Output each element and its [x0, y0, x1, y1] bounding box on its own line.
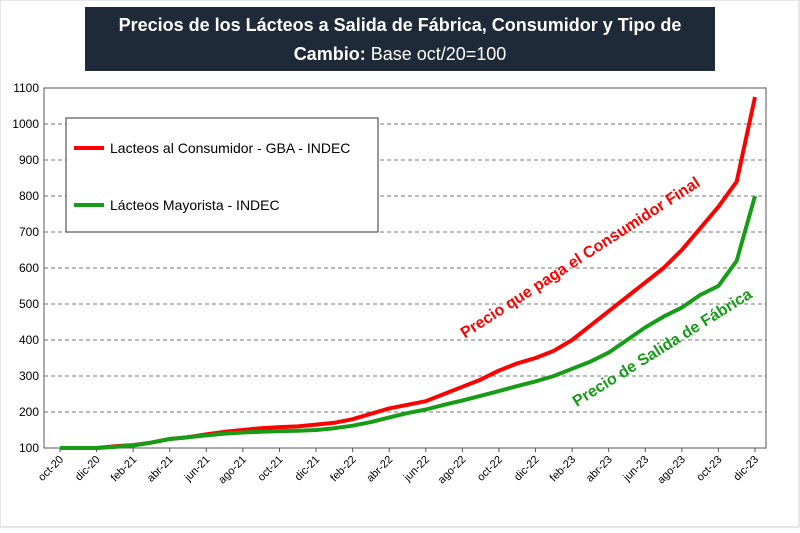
legend-label: Lácteos Mayorista - INDEC — [110, 197, 280, 213]
y-tick-label: 400 — [19, 333, 39, 347]
y-tick-label: 600 — [19, 261, 39, 275]
legend — [65, 117, 379, 233]
chart-subtitle: Cambio: Base oct/20=100 — [294, 44, 507, 64]
y-tick-label: 500 — [19, 297, 39, 311]
y-tick-label: 100 — [19, 441, 39, 455]
plot-area — [43, 87, 767, 449]
y-tick-label: 900 — [19, 153, 39, 167]
y-tick-label: 1000 — [12, 117, 39, 131]
y-tick-label: 200 — [19, 405, 39, 419]
y-tick-label: 300 — [19, 369, 39, 383]
y-tick-label: 700 — [19, 225, 39, 239]
title-bold: Cambio: — [294, 44, 366, 64]
title-box — [85, 7, 715, 71]
chart-title: Precios de los Lácteos a Salida de Fábri… — [119, 15, 682, 35]
y-tick-label: 800 — [19, 189, 39, 203]
legend-label: Lacteos al Consumidor - GBA - INDEC — [110, 140, 350, 156]
series-line — [60, 195, 757, 450]
y-tick-label: 1100 — [13, 81, 39, 95]
title-rest: Base oct/20=100 — [371, 44, 507, 64]
